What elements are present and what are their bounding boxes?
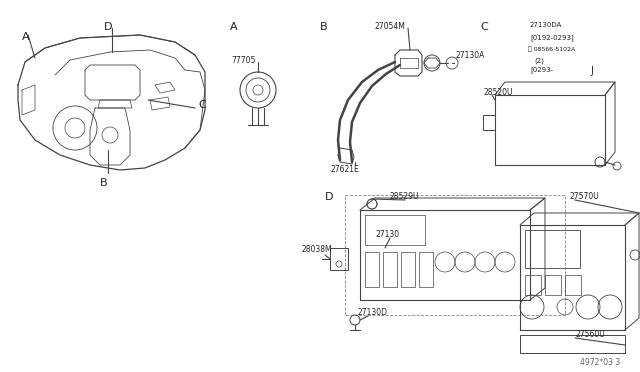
Text: 27130D: 27130D	[358, 308, 388, 317]
Bar	[419, 252, 433, 287]
Text: D: D	[325, 192, 333, 202]
Text: 77705: 77705	[232, 56, 256, 65]
Bar	[565, 275, 581, 295]
Bar	[520, 225, 625, 330]
Text: 27130A: 27130A	[455, 51, 484, 60]
Text: 27130: 27130	[375, 230, 399, 239]
Text: J: J	[590, 66, 593, 76]
Text: 27560U: 27560U	[575, 330, 605, 339]
Bar	[545, 275, 561, 295]
Text: A: A	[230, 22, 237, 32]
Bar	[345, 195, 565, 315]
Text: A: A	[22, 32, 29, 42]
Text: [0192-0293]: [0192-0293]	[530, 34, 573, 41]
Bar	[330, 248, 348, 270]
Bar	[360, 210, 530, 300]
Text: [0293-: [0293-	[530, 66, 553, 73]
Text: Ⓢ 08566-5102A: Ⓢ 08566-5102A	[528, 46, 575, 52]
Bar	[401, 252, 415, 287]
Bar	[525, 275, 541, 295]
Bar	[525, 230, 580, 268]
Text: 4972*03 3: 4972*03 3	[580, 358, 620, 367]
Bar	[365, 215, 425, 245]
Text: C: C	[480, 22, 488, 32]
Bar	[520, 335, 625, 353]
Bar	[495, 95, 605, 165]
Text: 27570U: 27570U	[570, 192, 600, 201]
Text: 28529U: 28529U	[390, 192, 419, 201]
Text: D: D	[104, 22, 112, 32]
Text: B: B	[100, 178, 108, 188]
Text: 27054M: 27054M	[374, 22, 405, 31]
Text: (2): (2)	[534, 57, 544, 64]
Text: 28038M: 28038M	[302, 245, 333, 254]
Text: B: B	[320, 22, 328, 32]
Text: 28520U: 28520U	[483, 88, 513, 97]
Text: C: C	[198, 100, 205, 110]
Bar	[383, 252, 397, 287]
Text: 27621E: 27621E	[331, 165, 360, 174]
Text: 27130DA: 27130DA	[530, 22, 563, 28]
Bar	[365, 252, 379, 287]
